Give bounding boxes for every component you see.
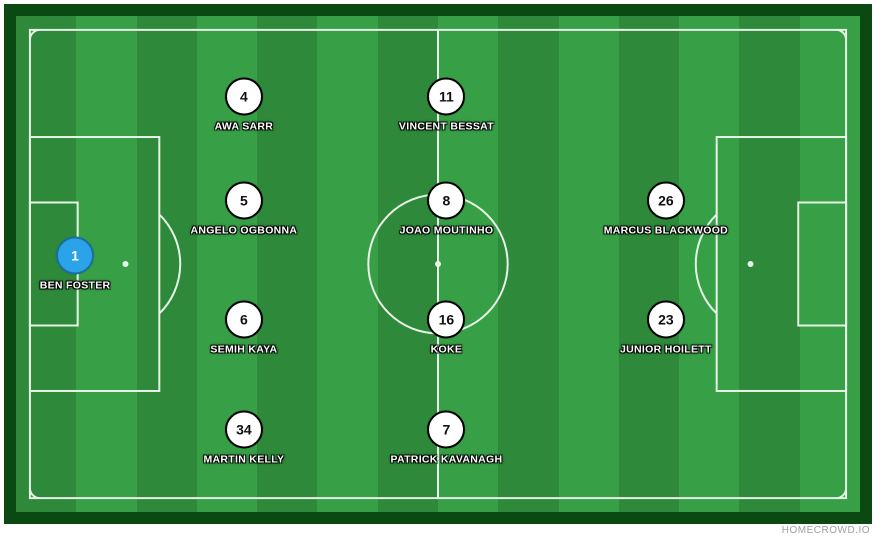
players-layer: 1 Ben Foster 4 Awa Sarr 5 Angelo Ogbonna 6 Semi… [16,16,860,512]
player-name: Koke [366,344,526,356]
player-name: Junior Hoilett [586,344,746,356]
player-name: Angelo Ogbonna [164,225,324,237]
player-name: Vincent Bessat [366,121,526,133]
player-marker: 6 [225,301,263,339]
player-marker: 1 [56,237,94,275]
player-name: Patrick Kavanagh [366,453,526,465]
player-d1: 4 Awa Sarr [164,78,324,133]
pitch: 1 Ben Foster 4 Awa Sarr 5 Angelo Ogbonna 6 Semi… [16,16,860,512]
player-d2: 5 Angelo Ogbonna [164,182,324,237]
player-d3: 6 Semih Kaya [164,301,324,356]
lineup-diagram: 1 Ben Foster 4 Awa Sarr 5 Angelo Ogbonna 6 Semi… [0,0,880,540]
player-marker: 34 [225,410,263,448]
player-marker: 11 [427,78,465,116]
player-marker: 4 [225,78,263,116]
player-gk: 1 Ben Foster [16,237,155,292]
player-m4: 7 Patrick Kavanagh [366,410,526,465]
player-marker: 5 [225,182,263,220]
player-marker: 26 [647,182,685,220]
player-f1: 26 Marcus Blackwood [586,182,746,237]
player-name: Ben Foster [16,280,155,292]
player-m3: 16 Koke [366,301,526,356]
player-f2: 23 Junior Hoilett [586,301,746,356]
outer-frame: 1 Ben Foster 4 Awa Sarr 5 Angelo Ogbonna 6 Semi… [4,4,872,524]
player-marker: 16 [427,301,465,339]
player-name: Awa Sarr [164,121,324,133]
player-name: Joao Moutinho [366,225,526,237]
player-marker: 7 [427,410,465,448]
player-name: Martin Kelly [164,453,324,465]
player-m2: 8 Joao Moutinho [366,182,526,237]
player-m1: 11 Vincent Bessat [366,78,526,133]
player-name: Marcus Blackwood [586,225,746,237]
player-marker: 23 [647,301,685,339]
watermark: HOMECROWD.IO [782,525,870,536]
player-name: Semih Kaya [164,344,324,356]
player-d4: 34 Martin Kelly [164,410,324,465]
player-marker: 8 [427,182,465,220]
